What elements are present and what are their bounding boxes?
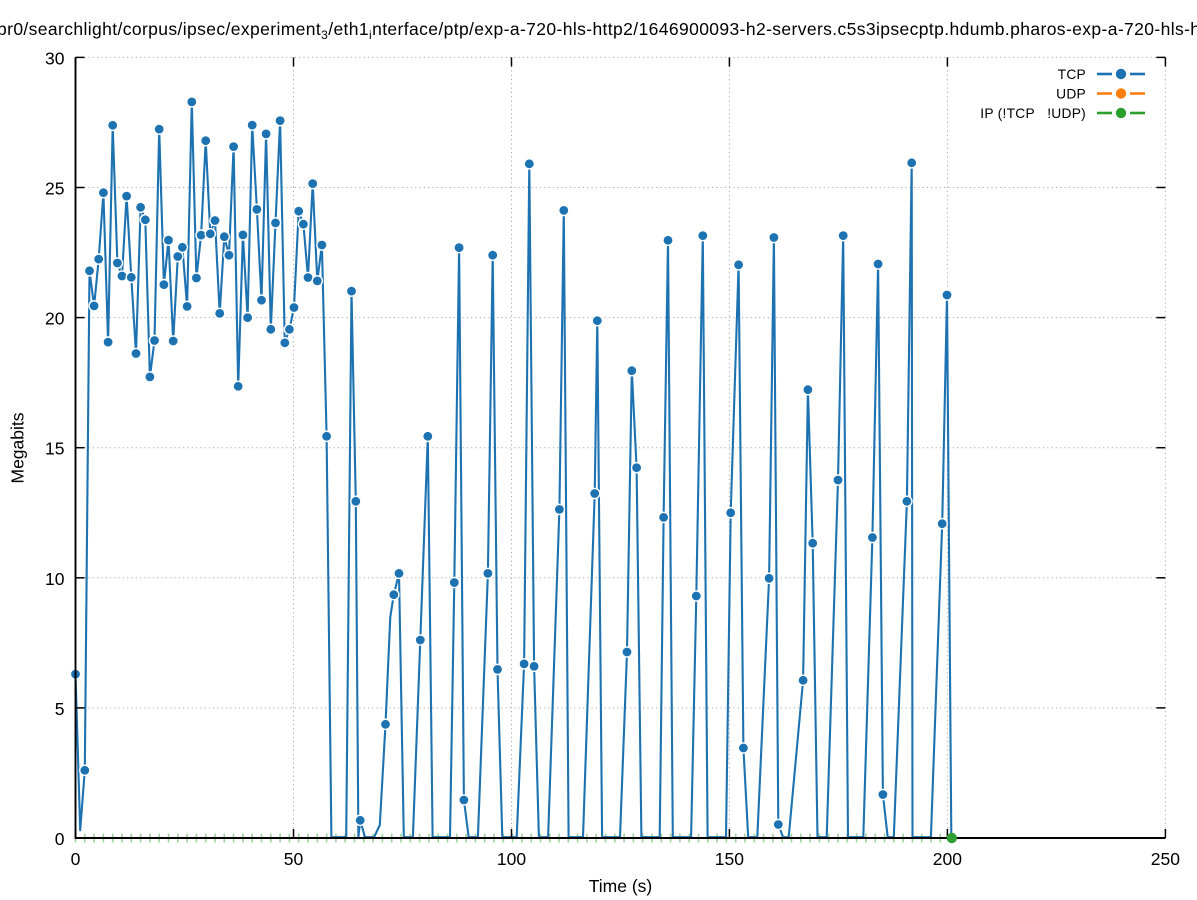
svg-text:Time (s): Time (s) bbox=[589, 876, 653, 896]
svg-text:br0/searchlight/corpus/ipsec/e: br0/searchlight/corpus/ipsec/experiment3… bbox=[0, 19, 1197, 42]
svg-text:TCP: TCP bbox=[1058, 67, 1086, 82]
svg-text:150: 150 bbox=[715, 849, 744, 869]
svg-text:200: 200 bbox=[933, 849, 962, 869]
svg-text:5: 5 bbox=[55, 699, 65, 719]
svg-text:IP (!TCP !UDP): IP (!TCP !UDP) bbox=[980, 106, 1086, 121]
svg-text:30: 30 bbox=[45, 48, 65, 68]
svg-text:20: 20 bbox=[45, 309, 65, 329]
svg-text:100: 100 bbox=[497, 849, 526, 869]
svg-text:25: 25 bbox=[45, 179, 64, 199]
svg-text:Megabits: Megabits bbox=[8, 412, 28, 483]
svg-text:0: 0 bbox=[55, 829, 65, 849]
svg-text:UDP: UDP bbox=[1056, 87, 1086, 102]
svg-text:50: 50 bbox=[284, 849, 304, 869]
svg-text:0: 0 bbox=[71, 849, 81, 869]
svg-text:10: 10 bbox=[45, 569, 65, 589]
svg-text:250: 250 bbox=[1151, 849, 1180, 869]
svg-text:15: 15 bbox=[45, 439, 64, 459]
